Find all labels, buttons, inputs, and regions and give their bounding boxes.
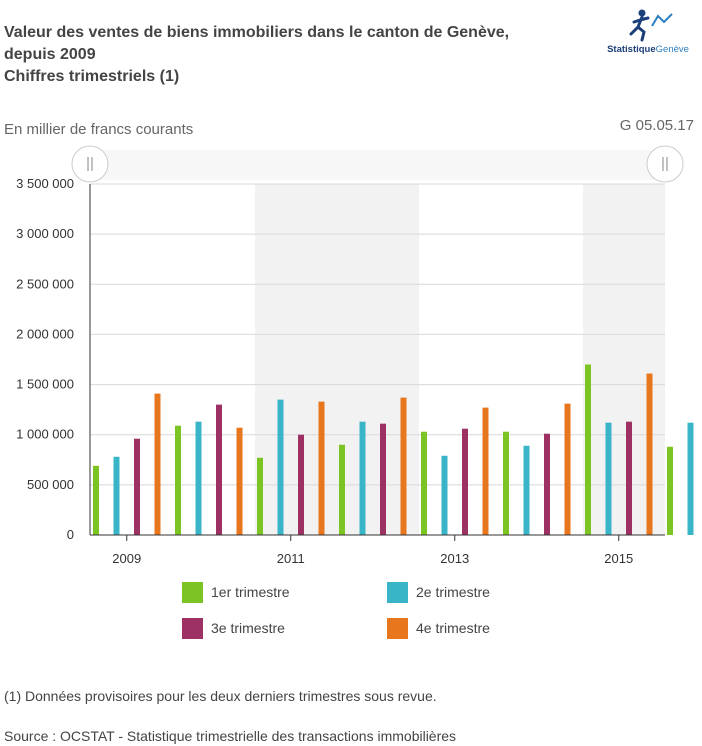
legend-swatch <box>182 582 203 603</box>
y-tick-label: 1 000 000 <box>16 427 74 442</box>
bar-2009-q3[interactable] <box>134 438 140 535</box>
bar-2016-q2[interactable] <box>687 422 694 535</box>
bar-2011-q3[interactable] <box>298 434 304 535</box>
logo-figure-icon <box>629 9 673 42</box>
legend-swatch <box>182 618 203 639</box>
bar-2012-q3[interactable] <box>380 423 386 535</box>
legend-swatch <box>387 618 408 639</box>
logo-text-part1: Statistique <box>607 44 656 55</box>
year-bands <box>255 184 665 535</box>
chart-title: Valeur des ventes de biens immobiliers d… <box>4 22 584 88</box>
bar-2010-q3[interactable] <box>216 404 222 535</box>
source-line: Source : OCSTAT - Statistique trimestrie… <box>4 728 457 744</box>
bar-2015-q4[interactable] <box>646 373 653 535</box>
title-line-1: Valeur des ventes de biens immobiliers d… <box>4 24 510 41</box>
bar-2010-q2[interactable] <box>195 421 202 535</box>
bar-2010-q1[interactable] <box>175 425 181 535</box>
chart-svg: 0 500 000 1 000 000 1 500 000 2 000 000 2 500… <box>16 145 694 639</box>
bar-2014-q4[interactable] <box>564 403 571 535</box>
x-tick-label: 2011 <box>277 551 305 566</box>
axes-layer: 0 500 000 1 000 000 1 500 000 2 000 000 2 500… <box>16 176 665 566</box>
statistique-geneve-logo[interactable]: StatistiqueGenève <box>606 8 690 58</box>
bar-2014-q1[interactable] <box>503 431 509 535</box>
bar-2015-q3[interactable] <box>626 421 632 535</box>
y-tick-label: 0 <box>67 527 74 542</box>
navigator-right-handle[interactable] <box>646 145 684 183</box>
year-band <box>583 184 665 535</box>
y-tick-label: 2 000 000 <box>16 326 74 341</box>
y-tick-label: 2 500 000 <box>16 276 74 291</box>
navigator-left-handle[interactable] <box>71 145 109 183</box>
bar-2011-q2[interactable] <box>277 399 284 535</box>
bar-2015-q2[interactable] <box>605 422 612 535</box>
range-navigator[interactable] <box>71 145 684 183</box>
legend-item-q3[interactable]: 3e trimestre <box>182 618 285 639</box>
bar-2013-q1[interactable] <box>421 431 427 535</box>
y-tick-label: 500 000 <box>27 477 74 492</box>
unit-label: En millier de francs courants <box>4 121 194 138</box>
chart-code: G 05.05.17 <box>619 117 694 134</box>
bar-2012-q2[interactable] <box>359 421 366 535</box>
legend: 1er trimestre 2e trimestre 3e trimestre 4e … <box>182 582 490 639</box>
bar-2014-q3[interactable] <box>544 433 550 535</box>
navigator-track[interactable] <box>86 150 666 180</box>
footnote: (1) Données provisoires pour les deux de… <box>4 688 437 704</box>
legend-label: 4e trimestre <box>416 620 490 636</box>
bar-2009-q2[interactable] <box>113 456 120 535</box>
bar-2011-q4[interactable] <box>318 401 325 535</box>
legend-item-q1[interactable]: 1er trimestre <box>182 582 290 603</box>
bar-2009-q4[interactable] <box>154 393 161 535</box>
x-tick-label: 2009 <box>112 551 141 566</box>
legend-label: 3e trimestre <box>211 620 285 636</box>
legend-label: 2e trimestre <box>416 584 490 600</box>
bar-2010-q4[interactable] <box>236 427 243 535</box>
bar-2016-q1[interactable] <box>667 446 673 535</box>
logo-text-part2: Genève <box>655 44 689 55</box>
legend-item-q4[interactable]: 4e trimestre <box>387 618 490 639</box>
bar-2011-q1[interactable] <box>257 457 263 535</box>
legend-label: 1er trimestre <box>211 584 290 600</box>
bar-2015-q1[interactable] <box>585 364 591 535</box>
bar-2014-q2[interactable] <box>523 445 530 535</box>
y-tick-label: 1 500 000 <box>16 377 74 392</box>
y-tick-label: 3 500 000 <box>16 176 74 191</box>
title-line-2: depuis 2009 <box>4 46 96 63</box>
x-tick-label: 2015 <box>604 551 633 566</box>
x-tick-label: 2013 <box>440 551 469 566</box>
bar-2013-q2[interactable] <box>441 455 448 535</box>
bar-2013-q3[interactable] <box>462 428 468 535</box>
legend-item-q2[interactable]: 2e trimestre <box>387 582 490 603</box>
bar-2012-q4[interactable] <box>400 397 407 535</box>
y-tick-label: 3 000 000 <box>16 226 74 241</box>
title-line-3: Chiffres trimestriels (1) <box>4 68 180 85</box>
legend-swatch <box>387 582 408 603</box>
bar-2013-q4[interactable] <box>482 407 489 535</box>
bar-2009-q1[interactable] <box>93 465 99 535</box>
bars-layer <box>93 364 694 535</box>
logo-text: StatistiqueGenève <box>606 44 690 55</box>
bar-2012-q1[interactable] <box>339 444 345 535</box>
